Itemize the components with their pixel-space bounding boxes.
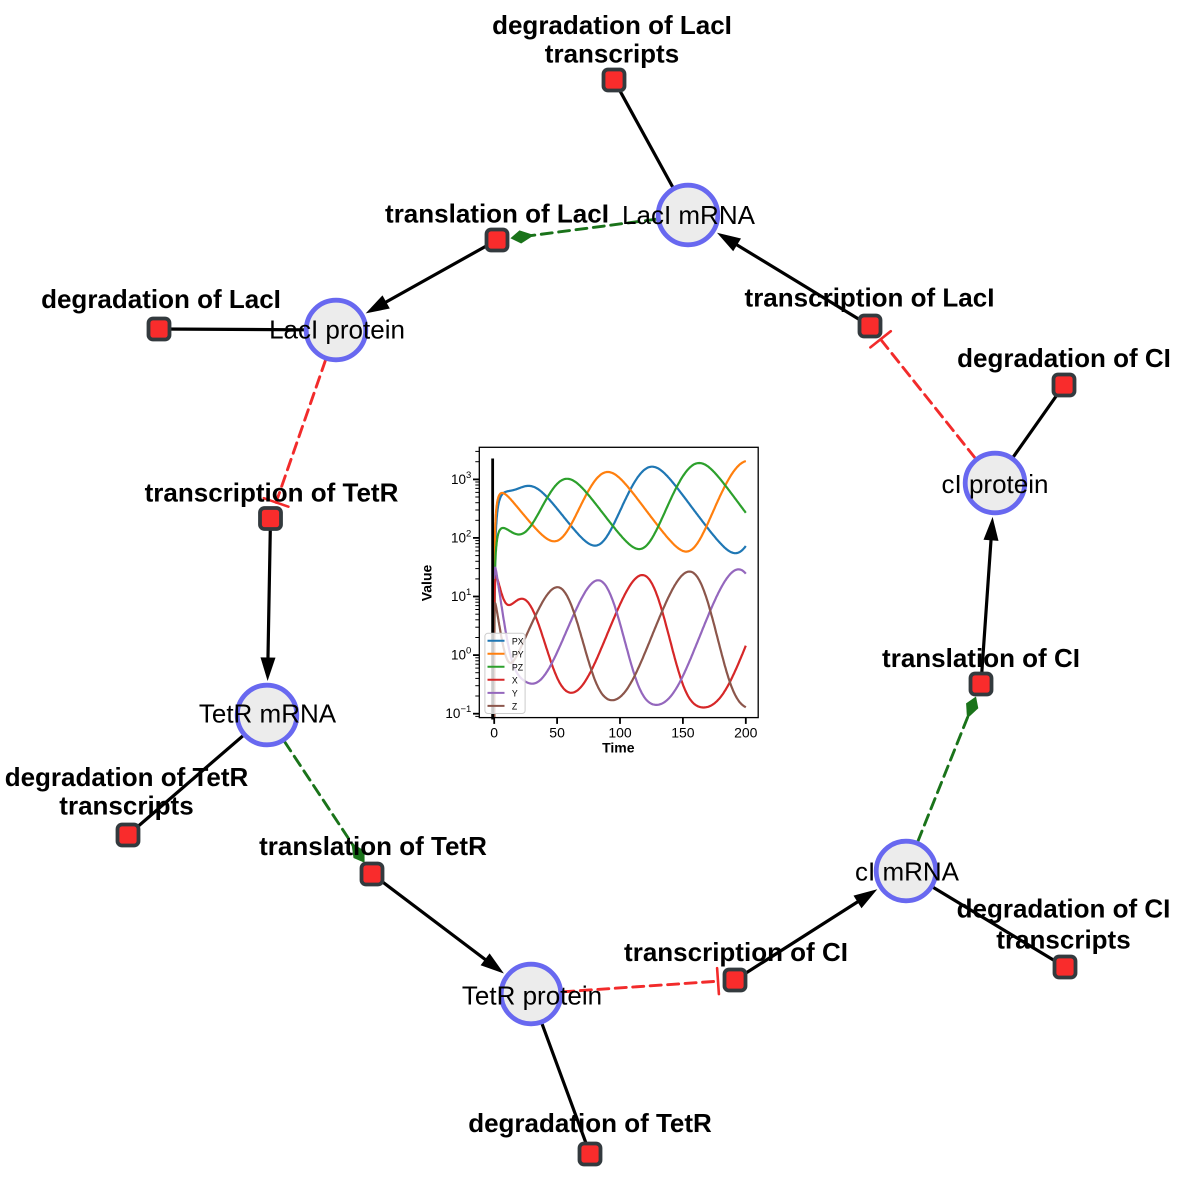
svg-text:50: 50 bbox=[549, 724, 565, 740]
svg-text:100: 100 bbox=[451, 646, 471, 663]
svg-text:TetR protein: TetR protein bbox=[462, 981, 602, 1011]
svg-text:translation of TetR: translation of TetR bbox=[259, 831, 487, 861]
svg-text:degradation of LacI: degradation of LacI bbox=[492, 10, 732, 40]
svg-text:10−1: 10−1 bbox=[445, 704, 471, 721]
svg-text:translation of LacI: translation of LacI bbox=[385, 199, 609, 229]
svg-text:LacI protein: LacI protein bbox=[269, 315, 405, 345]
svg-text:200: 200 bbox=[734, 724, 758, 740]
svg-text:degradation of LacI: degradation of LacI bbox=[41, 284, 281, 314]
svg-text:LacI mRNA: LacI mRNA bbox=[622, 200, 756, 230]
svg-text:translation of CI: translation of CI bbox=[882, 643, 1080, 673]
svg-text:PX: PX bbox=[512, 636, 524, 646]
svg-text:150: 150 bbox=[671, 724, 695, 740]
svg-text:Z: Z bbox=[512, 702, 518, 712]
svg-text:transcripts: transcripts bbox=[59, 791, 193, 821]
svg-text:degradation of CI: degradation of CI bbox=[957, 343, 1171, 373]
svg-text:cI protein: cI protein bbox=[942, 469, 1049, 499]
svg-text:X: X bbox=[512, 675, 518, 685]
svg-text:PZ: PZ bbox=[512, 662, 524, 672]
svg-text:degradation of CI: degradation of CI bbox=[957, 894, 1171, 924]
svg-text:transcripts: transcripts bbox=[545, 39, 679, 69]
svg-text:102: 102 bbox=[451, 528, 471, 545]
svg-text:103: 103 bbox=[451, 470, 471, 487]
svg-text:PY: PY bbox=[512, 649, 524, 659]
svg-text:transcripts: transcripts bbox=[996, 925, 1130, 955]
svg-text:transcription of LacI: transcription of LacI bbox=[745, 283, 995, 313]
svg-text:Time: Time bbox=[602, 740, 635, 756]
svg-text:cI mRNA: cI mRNA bbox=[855, 857, 960, 887]
svg-text:0: 0 bbox=[490, 724, 498, 740]
svg-text:degradation of TetR: degradation of TetR bbox=[468, 1108, 712, 1138]
svg-text:Y: Y bbox=[512, 689, 518, 699]
svg-text:100: 100 bbox=[608, 724, 632, 740]
svg-text:transcription of TetR: transcription of TetR bbox=[145, 478, 399, 508]
svg-text:degradation of TetR: degradation of TetR bbox=[5, 762, 249, 792]
svg-text:TetR mRNA: TetR mRNA bbox=[199, 699, 337, 729]
svg-text:transcription of CI: transcription of CI bbox=[624, 937, 848, 967]
svg-text:Value: Value bbox=[419, 565, 435, 602]
svg-text:101: 101 bbox=[451, 587, 471, 604]
